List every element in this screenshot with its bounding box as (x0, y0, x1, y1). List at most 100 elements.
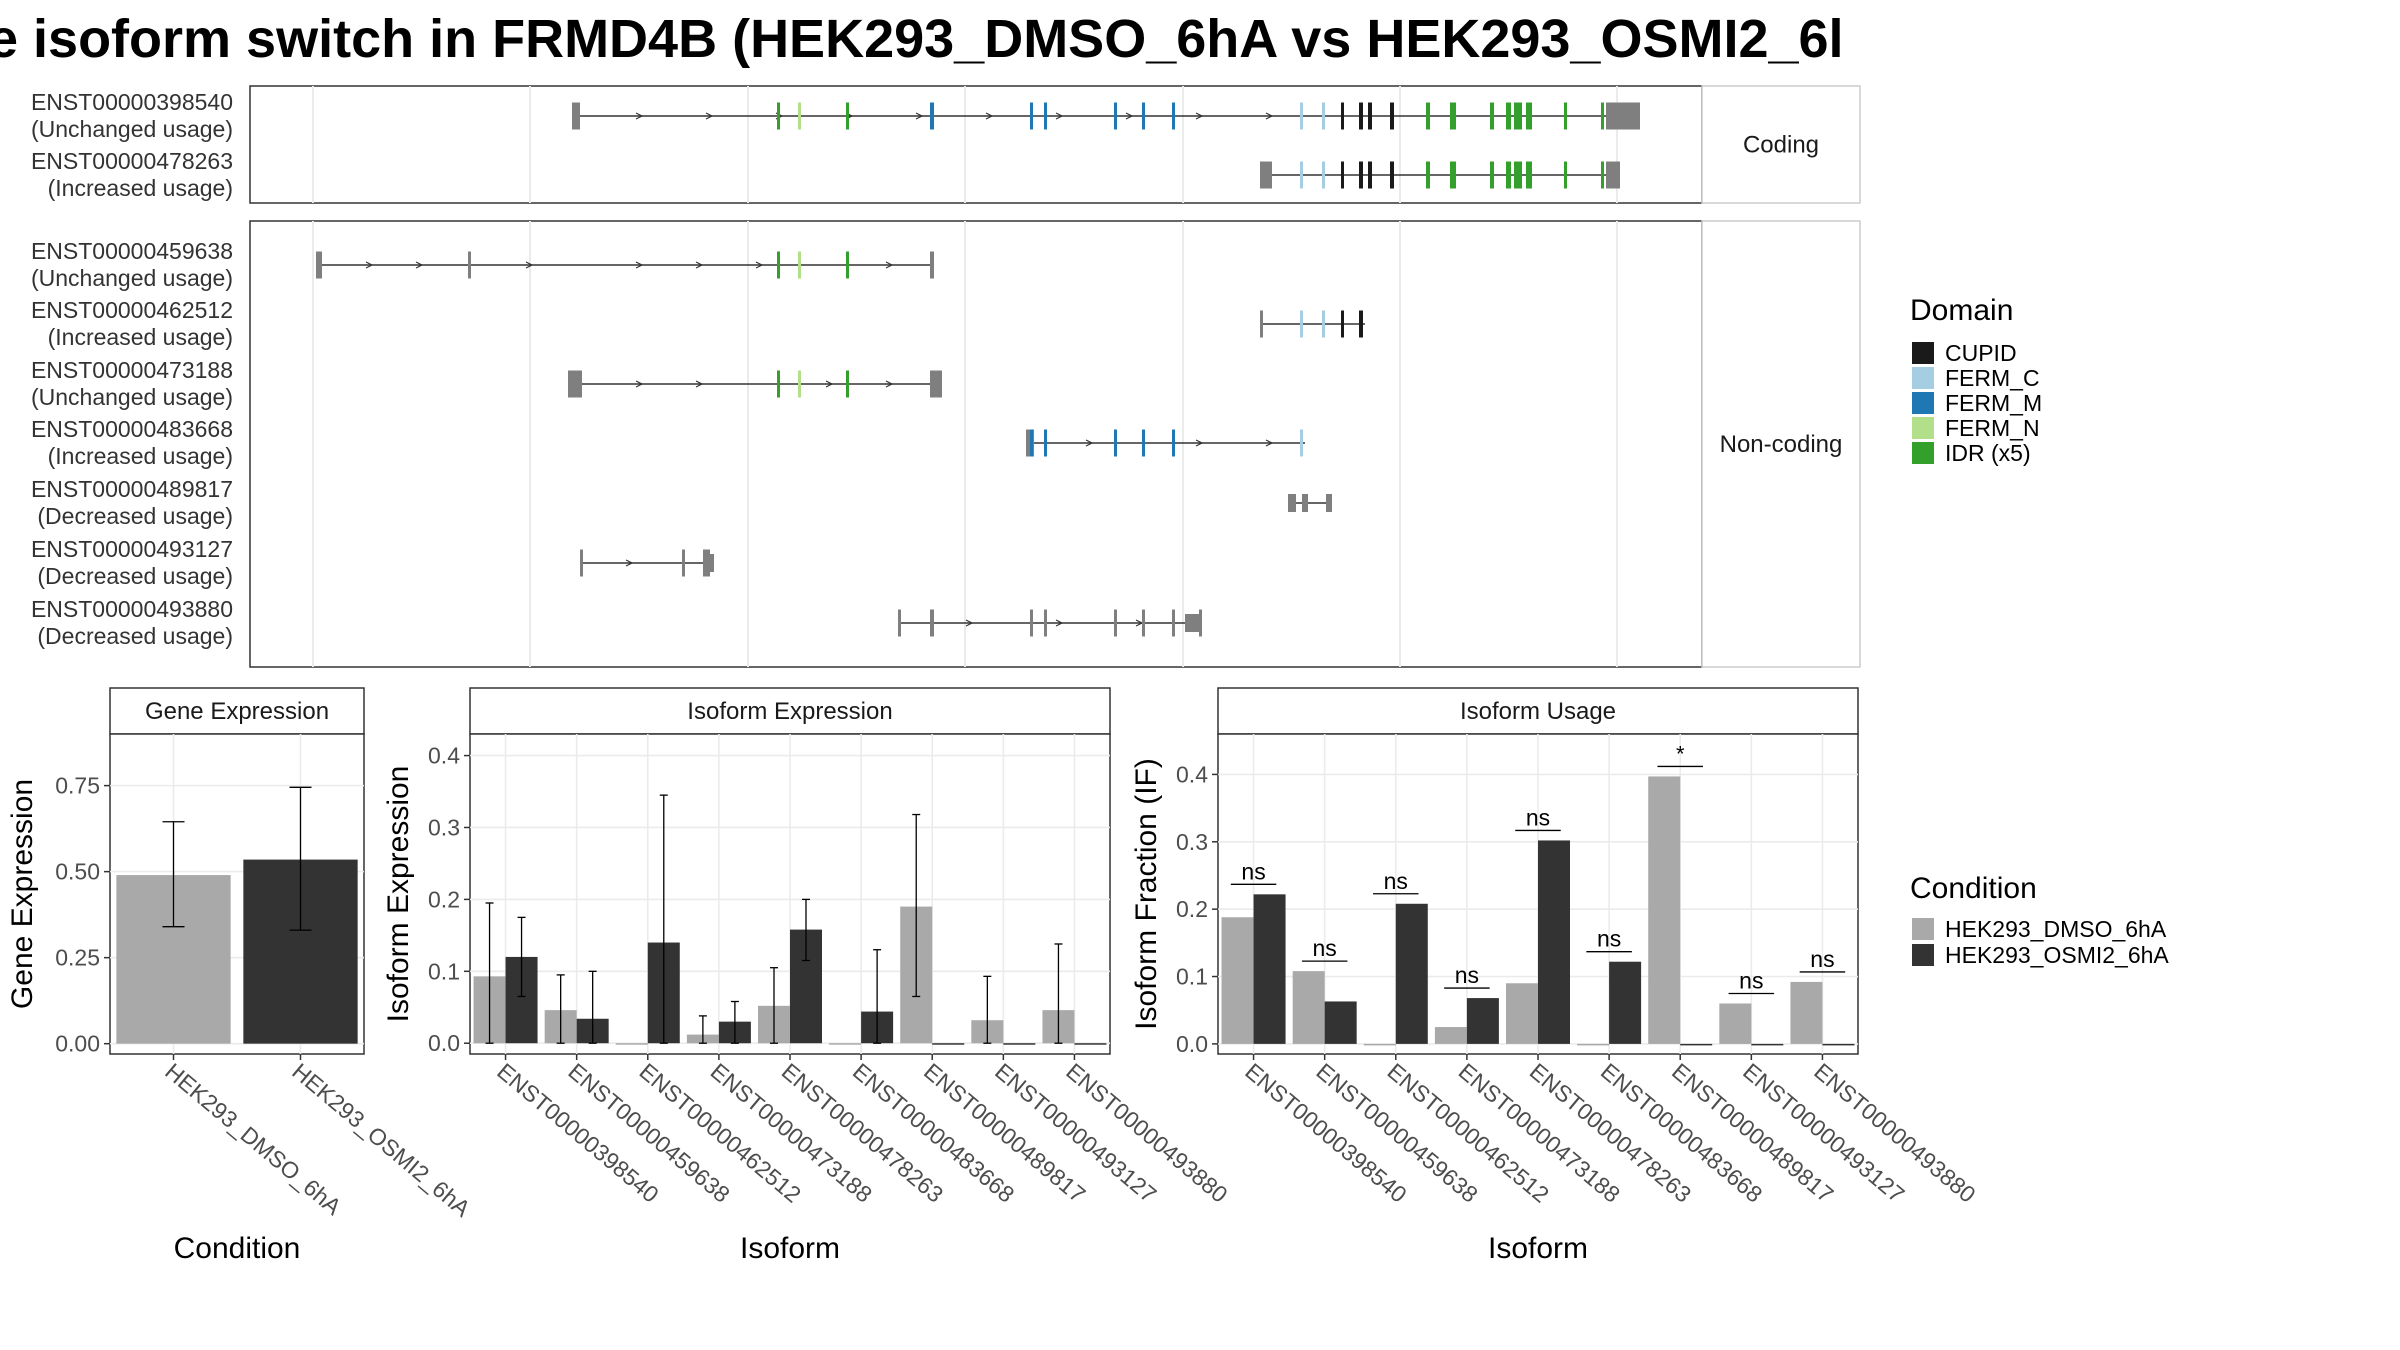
exon-block (1300, 161, 1303, 189)
exon-block (1506, 102, 1511, 130)
exon-block (1172, 609, 1175, 637)
bar (1003, 1043, 1036, 1045)
strand-arrow (965, 619, 974, 627)
exon-block (1564, 102, 1567, 130)
y-axis-label: Gene Expression (6, 779, 39, 1009)
coding-panel-strip (1701, 85, 1861, 204)
y-tick-label: 0.25 (55, 945, 100, 971)
bar (1506, 983, 1538, 1044)
exon-block (1359, 102, 1363, 130)
chart-title: Isoform Expression (687, 698, 892, 725)
transcript-id-label: ENST00000493127 (31, 536, 233, 562)
exon-block (1341, 102, 1344, 130)
strand-arrow (885, 261, 894, 269)
exon-block (1302, 494, 1308, 512)
significance-label: ns (1313, 935, 1337, 961)
domain-legend-label: FERM_N (1945, 415, 2040, 441)
exon-block (1341, 161, 1344, 189)
transcript-usage-label: (Decreased usage) (37, 623, 233, 649)
transcript-id-label: ENST00000459638 (31, 238, 233, 264)
exon-block (846, 102, 849, 130)
noncoding-panel-label: Non-coding (1720, 431, 1843, 458)
transcript-usage-label: (Increased usage) (48, 175, 233, 201)
strand-arrow (755, 261, 764, 269)
bar (1680, 1043, 1713, 1046)
chart-3: Isoform Usage 0.0 0.1 0.2 0.3 0.4 ns ns ns ns ns ns… (1130, 687, 1981, 1265)
exon-block (1601, 161, 1604, 189)
bar (1292, 971, 1325, 1044)
condition-legend-swatch (1912, 918, 1934, 940)
bar (1577, 1043, 1610, 1046)
exon-block (1044, 429, 1047, 457)
transcript-panel-frame (249, 220, 1703, 668)
y-tick-label: 0.3 (1176, 829, 1208, 855)
x-axis-label: Isoform (740, 1232, 840, 1265)
exon-block (1601, 102, 1604, 130)
exon-block (1172, 102, 1175, 130)
exon-block (846, 370, 849, 398)
transcript-usage-label: (Increased usage) (48, 443, 233, 469)
y-axis-label: Isoform Fraction (IF) (1130, 758, 1163, 1030)
exon-block (1322, 102, 1325, 130)
exon-block (1526, 161, 1532, 189)
exon-block (1044, 609, 1047, 637)
bar (1395, 903, 1428, 1044)
bar (829, 1043, 862, 1045)
exon-block (1450, 102, 1456, 130)
bar (1751, 1043, 1784, 1046)
strand-arrow (1085, 439, 1094, 447)
domain-legend-swatch (1912, 417, 1934, 439)
exon-block (1514, 161, 1522, 189)
exon-block (1260, 161, 1272, 189)
exon-block (1172, 429, 1175, 457)
strand-arrow (1055, 112, 1064, 120)
bar (1790, 981, 1823, 1044)
domain-legend-swatch (1912, 367, 1934, 389)
strand-arrow (365, 261, 374, 269)
y-tick-label: 0.2 (428, 886, 460, 912)
x-axis-label: Condition (174, 1232, 301, 1265)
transcript-id-label: ENST00000462512 (31, 297, 233, 323)
chart-title-strip (469, 687, 1111, 735)
significance-label: ns (1597, 926, 1621, 952)
noncoding-panel-strip (1701, 220, 1861, 668)
transcript-usage-label: (Increased usage) (48, 324, 233, 350)
domain-legend-label: FERM_C (1945, 365, 2040, 391)
exon-block (1359, 310, 1363, 338)
y-tick-label: 0.3 (428, 814, 460, 840)
significance-label: ns (1455, 962, 1479, 988)
exon-block (898, 609, 901, 637)
exon-block (1322, 161, 1325, 189)
bar (1434, 1027, 1467, 1044)
strand-arrow (885, 380, 894, 388)
exon-block (568, 370, 582, 398)
exon-block (1341, 310, 1344, 338)
bar (1719, 1003, 1752, 1044)
exon-block (1114, 102, 1117, 130)
condition-legend-title: Condition (1910, 872, 2037, 905)
x-axis-label: Isoform (1488, 1232, 1588, 1265)
domain-legend-swatch (1912, 442, 1934, 464)
exon-block (1142, 429, 1145, 457)
strand-arrow (915, 112, 924, 120)
exon-block (1044, 102, 1047, 130)
exon-block (1300, 429, 1303, 457)
significance-label: * (1676, 741, 1685, 766)
exon-block (1368, 161, 1372, 189)
transcript-id-label: ENST00000473188 (31, 357, 233, 383)
exon-block (1426, 102, 1430, 130)
exon-block (710, 554, 714, 572)
strand-arrow (695, 261, 704, 269)
exon-block (930, 609, 934, 637)
significance-label: ns (1739, 967, 1763, 993)
exon-block (777, 251, 780, 279)
strand-arrow (635, 261, 644, 269)
exon-block (1390, 161, 1394, 189)
exon-block (1359, 161, 1363, 189)
bar-charts: Gene Expression0.000.250.500.75HEK293_DM… (6, 687, 1981, 1265)
exon-block (682, 549, 685, 577)
exon-block (468, 251, 471, 279)
y-tick-label: 0.2 (1176, 896, 1208, 922)
exon-block (1030, 102, 1033, 130)
